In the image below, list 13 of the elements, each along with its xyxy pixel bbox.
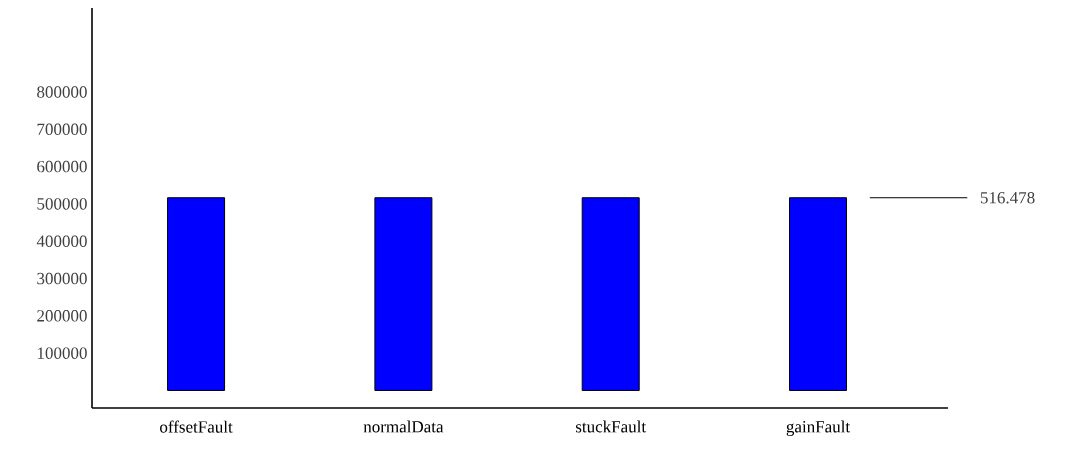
x-tick-label: gainFault xyxy=(786,420,851,436)
x-tick-label: offsetFault xyxy=(160,420,233,433)
ref-line-label: 516.478 xyxy=(980,191,1035,204)
y-tick-label: 100000 xyxy=(37,347,87,359)
y-tick-label: 800000 xyxy=(37,86,87,98)
y-tick-label: 500000 xyxy=(37,198,87,210)
y-tick-label: 400000 xyxy=(36,235,87,247)
y-tick-label: 600000 xyxy=(37,160,87,173)
y-tick-label: 300000 xyxy=(37,272,87,285)
y-tick-label: 700000 xyxy=(37,123,87,136)
x-tick-label: stuckFault xyxy=(575,420,647,433)
x-tick-label: normalData xyxy=(363,420,444,433)
y-tick-label: 200000 xyxy=(37,310,87,322)
